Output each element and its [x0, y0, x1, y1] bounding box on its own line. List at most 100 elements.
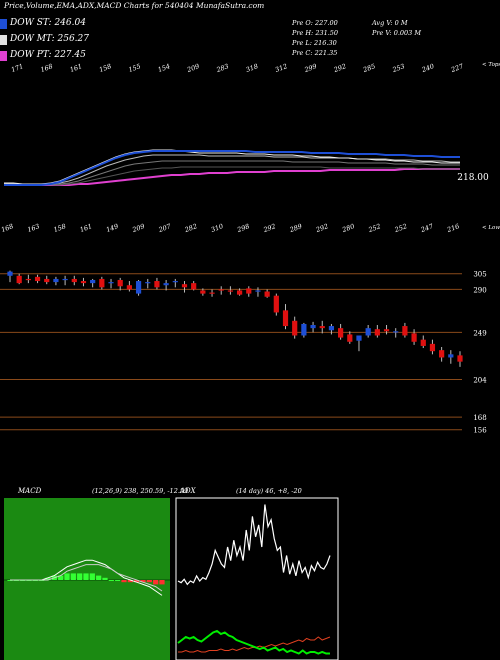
candle-body [126, 285, 132, 290]
adx-label: ADX [179, 487, 197, 495]
candle-body [411, 333, 417, 342]
macd-histogram-bar [134, 580, 140, 583]
macd-label: MACD [17, 487, 42, 495]
macd-histogram-bar [159, 580, 165, 585]
candle-body [135, 281, 142, 294]
low-tick-label: 149 [105, 222, 119, 234]
macd-panel: MACD (12,26,9) 238, 250.59, -12.59 [4, 487, 188, 660]
candle-body [90, 279, 96, 284]
top-tick-label: 283 [215, 62, 230, 74]
macd-histogram-bar [77, 573, 83, 580]
plus-di-line [177, 629, 330, 655]
candle-body [301, 323, 307, 336]
legend-dow-mt: DOW MT: 256.27 [0, 34, 89, 48]
candle-body [429, 343, 436, 352]
candle-body [420, 339, 426, 346]
pre-open: Pre O: 227.00 [292, 19, 338, 27]
legend-swatch-st [0, 19, 7, 29]
price-axis-label: 156 [473, 427, 487, 435]
price-axis-label: 305 [473, 271, 486, 279]
macd-histogram-bar [140, 580, 146, 583]
macd-histogram-bar [127, 580, 133, 583]
price-panel: 305 290 249 204 168 156 [0, 270, 487, 435]
low-tick-label: 280 [340, 222, 355, 234]
legend-text-st: DOW ST: 246.04 [10, 18, 86, 28]
candle-body [448, 354, 454, 358]
macd-histogram-bar [146, 580, 152, 583]
candle-body [374, 329, 380, 336]
ema-line [4, 154, 460, 185]
macd-params: (12,26,9) 238, 250.59, -12.59 [92, 487, 188, 495]
candle-body [365, 328, 371, 336]
top-tick-label: 299 [303, 62, 318, 74]
candle-body [25, 278, 31, 281]
low-tick-label: 292 [314, 222, 329, 234]
candle-body [117, 279, 123, 287]
adx-line [177, 504, 331, 586]
macd-histogram-bar [108, 580, 114, 581]
candle-body [99, 278, 105, 288]
candle-body [273, 295, 279, 313]
adx-params: (14 day) 46, +8, -20 [236, 487, 302, 495]
candle-body [236, 290, 243, 295]
ema-line [4, 168, 460, 186]
low-tick-label: 207 [157, 222, 173, 234]
candle-body [338, 328, 344, 338]
macd-histogram-bar [115, 580, 121, 581]
macd-histogram-bar [153, 580, 159, 585]
pre-low: Pre L: 216.30 [292, 39, 337, 47]
macd-histogram-bar [58, 575, 64, 580]
top-tick-label: 154 [157, 62, 171, 74]
macd-histogram-bar [96, 575, 102, 580]
low-tick-label: 168 [0, 222, 14, 234]
price-axis-label: 204 [473, 376, 487, 384]
low-tick-label: 163 [26, 222, 40, 234]
candle-body [282, 310, 289, 327]
candle-body [108, 282, 114, 284]
macd-histogram-bar [83, 573, 89, 580]
top-tick-label: 253 [391, 62, 406, 74]
pre-volume: Pre V: 0.003 M [372, 29, 422, 37]
candle-body [44, 278, 50, 283]
price-axis-label: 249 [473, 329, 486, 337]
top-tick-label: 292 [332, 62, 347, 74]
top-tick-label: 312 [274, 62, 288, 74]
candle-body [227, 290, 234, 292]
ema-line [4, 150, 460, 186]
macd-histogram-bar [102, 577, 108, 580]
top-tick-label: 285 [361, 62, 376, 74]
macd-histogram-bar [89, 573, 95, 580]
candle-body [319, 326, 325, 329]
tops-label: < Tops [482, 62, 500, 68]
candle-body [383, 329, 390, 332]
price-axis-label: 290 [473, 286, 486, 294]
top-tick-label: 158 [98, 62, 112, 74]
candle-body [255, 290, 261, 292]
candle-body [328, 326, 335, 331]
candle-body [310, 325, 316, 329]
candle-body [34, 276, 41, 282]
candle-body [209, 292, 215, 294]
candle-body [181, 284, 188, 288]
candle-body [218, 289, 224, 291]
low-tick-label: 298 [235, 222, 250, 234]
candle-body [393, 331, 399, 333]
macd-histogram-bar [45, 577, 51, 580]
candle-body [80, 281, 87, 284]
adx-frame [175, 497, 339, 660]
top-tick-label: 168 [39, 62, 53, 74]
pre-high: Pre H: 231.50 [292, 29, 339, 37]
low-tick-label: 247 [419, 222, 435, 234]
candle-body [264, 291, 270, 297]
candle-body [172, 281, 178, 283]
legend-dow-pt: DOW PT: 227.45 [0, 50, 86, 64]
legend-dow-st: DOW ST: 246.04 [0, 18, 86, 32]
ema-price-label: 218.00 [457, 173, 489, 183]
avg-volume: Avg V: 0 M [372, 19, 408, 27]
low-tick-label: 216 [445, 222, 460, 234]
pre-close: Pre C: 221.35 [292, 49, 338, 57]
candle-body [292, 320, 298, 336]
ema-panel: 171 168 161 158 155 154 209 283 318 312 299 292 285 2… [0, 62, 500, 234]
low-tick-label: 289 [288, 222, 303, 234]
